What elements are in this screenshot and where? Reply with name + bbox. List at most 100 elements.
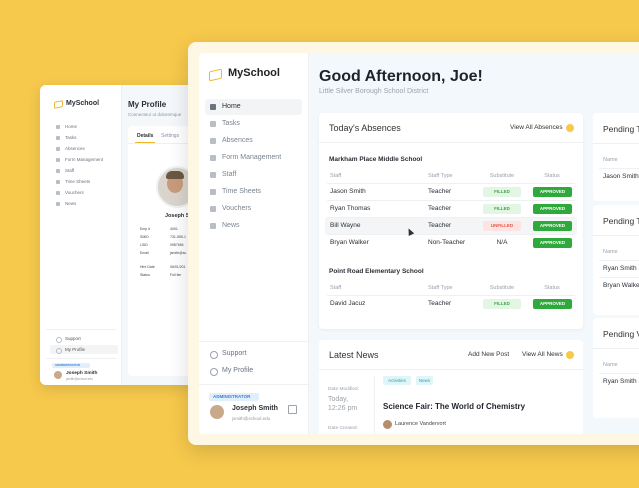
substitute-badge (483, 187, 521, 197)
page-subtitle: Connecteur ut doloremque (128, 112, 182, 118)
date-value: 12:26 pm (328, 404, 358, 412)
user-name: Joseph Smith (66, 371, 98, 377)
nav-link[interactable]: Absences (65, 146, 85, 152)
name[interactable]: Jason Smith (603, 173, 639, 181)
card-title: Latest News (329, 349, 379, 360)
nav-icon (210, 206, 216, 212)
nav-link[interactable]: Tasks (222, 119, 240, 127)
staff-name[interactable]: David Jacuz (330, 300, 366, 308)
field-value: 0987654 (170, 242, 184, 247)
role-badge (52, 363, 90, 368)
user-email: jsmith@school.edu (66, 377, 93, 382)
tag[interactable]: Activities (388, 377, 406, 383)
row-divider (327, 217, 575, 218)
page-title: My Profile (128, 100, 167, 110)
nav-link[interactable]: News (65, 201, 77, 207)
name[interactable]: Bryan Walker (603, 282, 639, 290)
card-action[interactable]: Add New Post (468, 351, 510, 359)
substitute-badge (483, 204, 521, 214)
status-badge (533, 221, 572, 231)
sidebar: MySchool Home Tasks Absences Form Management… (40, 85, 122, 385)
nav-link[interactable]: Staff (65, 168, 75, 174)
nav-icon (56, 169, 60, 173)
author-avatar (383, 420, 392, 429)
divider (128, 143, 210, 144)
staff-name[interactable]: Jason Smith (330, 188, 366, 196)
divider (593, 143, 639, 144)
nav-link[interactable]: Support (65, 336, 81, 342)
greeting: Good Afternoon, Joe! (319, 68, 483, 86)
nav-link[interactable]: Support (222, 349, 247, 357)
nav-link[interactable]: My Profile (222, 366, 254, 374)
staff-type: Teacher (428, 300, 452, 308)
tab-underline (135, 142, 155, 144)
substitute-status: UNFILLED (490, 223, 514, 229)
divider (319, 142, 583, 143)
link-icon (566, 351, 574, 359)
divider (199, 341, 308, 342)
staff-name[interactable]: Ryan Thomas (330, 205, 371, 213)
nav-icon (210, 368, 218, 376)
nav-link[interactable]: Tasks (65, 135, 77, 141)
app: MySchool Home Tasks Absences Form Management… (199, 53, 639, 434)
tag[interactable]: News (418, 377, 431, 383)
row-divider (327, 295, 575, 296)
nav-icon (56, 348, 62, 354)
field-value: 731-555-1 (170, 234, 186, 239)
column-header: Status (544, 284, 560, 291)
nav-link[interactable]: Home (222, 102, 241, 110)
field-label: SMID (140, 234, 149, 239)
nav-link[interactable]: Staff (222, 170, 237, 178)
substitute-status: N/A (496, 239, 508, 247)
nav-link[interactable]: Vouchers (222, 204, 252, 212)
column-header: Staff (330, 172, 342, 179)
card-link[interactable]: View All Absences (510, 124, 563, 132)
approval-status: APPROVED (539, 223, 566, 229)
nav-icon (56, 147, 60, 151)
nav-icon (210, 172, 216, 178)
status-badge (533, 238, 572, 248)
nav-icon (56, 191, 60, 195)
tab[interactable]: Details (137, 133, 154, 139)
nav-link[interactable]: Home (65, 124, 78, 130)
profile-name: Joseph S (165, 212, 190, 219)
divider (46, 358, 116, 359)
row-divider (599, 260, 639, 261)
field-value: 4001 (170, 226, 178, 231)
nav-link[interactable]: Absences (222, 136, 253, 144)
nav-link[interactable]: My Profile (65, 347, 86, 353)
nav-icon (210, 121, 216, 127)
column-header: Staff Type (428, 284, 453, 291)
headline[interactable]: Science Fair: The World of Chemistry (383, 402, 526, 412)
column-header: Name (603, 361, 618, 368)
staff-type: Teacher (428, 205, 452, 213)
staff-name[interactable]: Bryan Walker (330, 239, 369, 247)
logout-button[interactable] (288, 405, 297, 414)
field-value: Full tim (170, 272, 182, 277)
name[interactable]: Ryan Smith (603, 378, 637, 386)
brand: MySchool (228, 67, 280, 80)
card-action[interactable]: View All News (522, 351, 563, 359)
nav-link[interactable]: Form Management (65, 157, 104, 163)
column-header: Name (603, 248, 618, 255)
nav-link[interactable]: Vouchers (65, 190, 84, 196)
nav-icon (210, 351, 218, 359)
nav-link[interactable]: Time Sheets (222, 187, 262, 195)
approval-status: APPROVED (539, 240, 566, 246)
pending-card: Pending V Name Ryan Smith (593, 318, 639, 418)
tab[interactable]: Settings (161, 133, 180, 139)
field-value: 06/01/201 (170, 264, 186, 269)
nav-link[interactable]: Time Sheets (65, 179, 91, 185)
nav-icon (210, 155, 216, 161)
staff-name[interactable]: Bill Wayne (330, 222, 361, 230)
staff-type: Non-Teacher (428, 239, 466, 247)
status-badge (533, 187, 572, 197)
name[interactable]: Ryan Smith (603, 265, 637, 273)
nav-link[interactable]: Form Management (222, 153, 282, 161)
nav-link[interactable]: News (222, 221, 240, 229)
status-badge (533, 299, 572, 309)
user-name: Joseph Smith (232, 404, 278, 412)
link-icon (566, 124, 574, 132)
field-label: Status (140, 272, 150, 277)
